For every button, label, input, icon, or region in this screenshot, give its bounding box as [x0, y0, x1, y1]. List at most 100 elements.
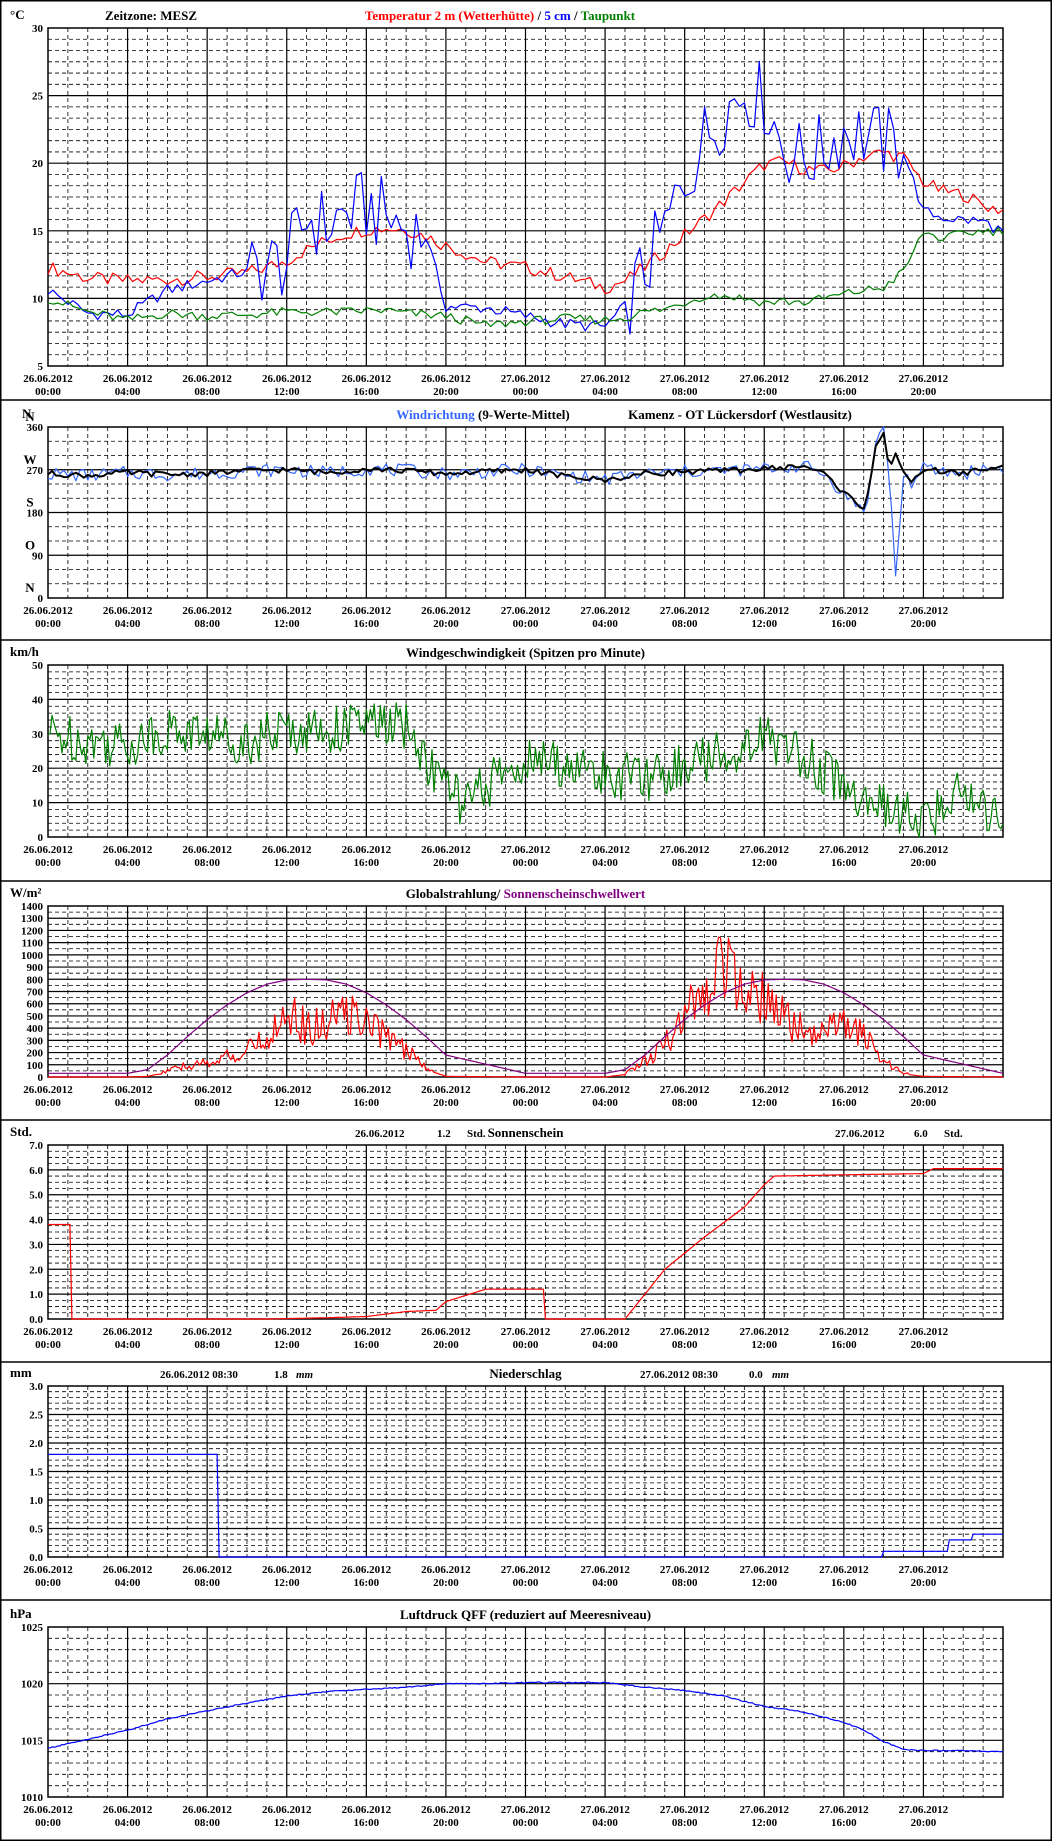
compass-label: N — [25, 580, 35, 595]
series-line — [47, 226, 1004, 328]
x-tick-date: 27.06.2012 — [740, 1326, 790, 1338]
y-unit-label: hPa — [10, 1606, 32, 1621]
x-tick-time: 20:00 — [433, 1097, 459, 1109]
chart-panel-5: 0.01.02.03.04.05.06.07.026.06.201200:002… — [0, 1124, 1052, 1363]
x-tick-time: 20:00 — [911, 386, 937, 398]
x-tick-time: 12:00 — [274, 857, 300, 869]
x-tick-date: 27.06.2012 — [819, 605, 869, 617]
x-tick-time: 00:00 — [513, 1097, 539, 1109]
summary-date: 27.06.2012 — [835, 1128, 885, 1140]
x-tick-time: 08:00 — [672, 386, 698, 398]
x-tick-time: 04:00 — [592, 1097, 618, 1109]
x-tick-date: 26.06.2012 — [262, 605, 312, 617]
x-tick-time: 00:00 — [35, 386, 61, 398]
y-tick-label: 2.0 — [29, 1438, 43, 1450]
x-tick-time: 08:00 — [194, 386, 220, 398]
x-tick-time: 12:00 — [274, 1577, 300, 1589]
y-tick-label: 800 — [27, 974, 44, 986]
x-tick-date: 26.06.2012 — [182, 1326, 232, 1338]
y-tick-label: 3.0 — [29, 1239, 43, 1251]
summary-value: 1.8 — [274, 1369, 288, 1381]
x-tick-date: 27.06.2012 — [501, 844, 551, 856]
x-tick-date: 27.06.2012 — [580, 1326, 630, 1338]
x-tick-date: 26.06.2012 — [23, 605, 73, 617]
chart-title: Windrichtung (9-Werte-Mittel) — [396, 407, 569, 422]
y-tick-label: 2.5 — [29, 1410, 43, 1422]
x-tick-date: 27.06.2012 — [660, 373, 710, 385]
y-tick-label: 700 — [27, 987, 44, 999]
y-tick-label: 0 — [38, 832, 44, 844]
x-tick-time: 00:00 — [513, 386, 539, 398]
y-tick-label: 600 — [27, 999, 44, 1011]
x-tick-date: 26.06.2012 — [23, 844, 73, 856]
x-tick-date: 26.06.2012 — [103, 1564, 153, 1576]
plot-border — [47, 664, 1004, 838]
y-tick-label: 7.0 — [29, 1140, 43, 1152]
x-tick-time: 04:00 — [115, 618, 141, 630]
x-tick-time: 04:00 — [115, 857, 141, 869]
y-tick-label: 200 — [27, 1048, 44, 1060]
y-tick-label: 20 — [32, 763, 44, 775]
series-line — [47, 431, 1004, 510]
x-tick-time: 20:00 — [911, 857, 937, 869]
x-tick-time: 20:00 — [911, 1817, 937, 1829]
x-tick-date: 26.06.2012 — [262, 373, 312, 385]
x-tick-date: 27.06.2012 — [740, 605, 790, 617]
x-tick-time: 08:00 — [194, 1577, 220, 1589]
y-tick-label: 270 — [27, 465, 44, 477]
x-tick-time: 08:00 — [672, 1817, 698, 1829]
x-tick-date: 26.06.2012 — [182, 1564, 232, 1576]
x-tick-date: 27.06.2012 — [501, 1326, 551, 1338]
x-tick-date: 26.06.2012 — [103, 373, 153, 385]
compass-label: W — [24, 452, 37, 467]
summary-date: 27.06.2012 08:30 — [640, 1369, 718, 1381]
x-tick-date: 27.06.2012 — [580, 373, 630, 385]
x-tick-time: 08:00 — [672, 618, 698, 630]
x-tick-time: 00:00 — [513, 618, 539, 630]
x-tick-date: 26.06.2012 — [182, 844, 232, 856]
x-tick-date: 26.06.2012 — [262, 1564, 312, 1576]
chart-title-part: Sonnenscheinschwellwert — [500, 886, 645, 901]
x-tick-time: 00:00 — [35, 618, 61, 630]
x-tick-time: 20:00 — [433, 1577, 459, 1589]
x-tick-date: 27.06.2012 — [660, 1326, 710, 1338]
x-tick-time: 16:00 — [831, 1577, 857, 1589]
x-tick-date: 27.06.2012 — [899, 844, 949, 856]
x-tick-date: 27.06.2012 — [899, 1804, 949, 1816]
x-tick-date: 26.06.2012 — [262, 844, 312, 856]
x-tick-date: 26.06.2012 — [23, 1084, 73, 1096]
x-tick-time: 16:00 — [353, 857, 379, 869]
x-tick-date: 26.06.2012 — [421, 1804, 471, 1816]
x-tick-date: 27.06.2012 — [740, 373, 790, 385]
x-tick-time: 04:00 — [115, 1097, 141, 1109]
x-tick-time: 08:00 — [672, 1097, 698, 1109]
y-unit-label: Std. — [10, 1124, 32, 1139]
x-tick-date: 27.06.2012 — [819, 1564, 869, 1576]
x-tick-date: 27.06.2012 — [580, 605, 630, 617]
chart-title: Sonnenschein — [488, 1125, 565, 1140]
x-tick-date: 26.06.2012 — [342, 1084, 392, 1096]
x-tick-time: 08:00 — [672, 857, 698, 869]
chart-title: Luftdruck QFF (reduziert auf Meeresnivea… — [400, 1607, 651, 1622]
summary-unit: mm — [772, 1369, 790, 1381]
y-tick-label: 100 — [27, 1060, 44, 1072]
summary-unit: Std. — [467, 1128, 486, 1140]
chart-title: Niederschlag — [489, 1366, 562, 1381]
x-tick-time: 00:00 — [35, 1097, 61, 1109]
x-tick-date: 27.06.2012 — [501, 1564, 551, 1576]
x-tick-time: 00:00 — [513, 1817, 539, 1829]
x-tick-time: 04:00 — [592, 1817, 618, 1829]
x-tick-time: 16:00 — [831, 1817, 857, 1829]
x-tick-time: 12:00 — [274, 1097, 300, 1109]
plot-border — [47, 1144, 1004, 1320]
y-tick-label: 1.0 — [29, 1495, 43, 1507]
chart-panel-4: 0100200300400500600700800900100011001200… — [0, 885, 1052, 1121]
chart-title-part: / — [534, 8, 544, 23]
x-tick-time: 04:00 — [592, 1577, 618, 1589]
x-tick-time: 12:00 — [751, 1097, 777, 1109]
x-tick-date: 26.06.2012 — [342, 1804, 392, 1816]
chart-panel-7: 101010151020102526.06.201200:0026.06.201… — [10, 1606, 1004, 1829]
x-tick-time: 04:00 — [592, 618, 618, 630]
